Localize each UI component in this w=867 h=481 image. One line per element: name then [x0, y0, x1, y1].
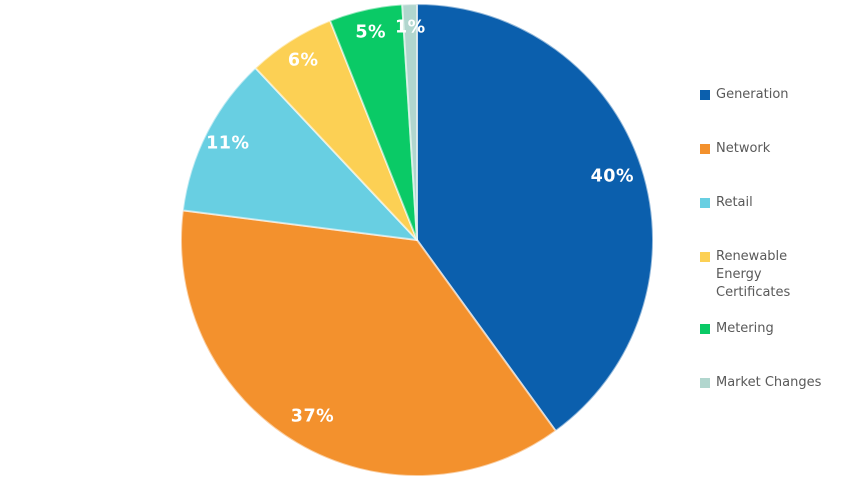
legend-item-network: Network — [700, 140, 860, 158]
legend-item-renewable-energy-certificates: Renewable Energy Certificates — [700, 248, 860, 302]
legend-swatch-retail — [700, 198, 710, 208]
legend-label-retail: Retail — [716, 195, 753, 210]
legend-label-market-changes: Market Changes — [716, 375, 822, 390]
legend-item-market-changes: Market Changes — [700, 374, 860, 392]
legend-swatch-network — [700, 144, 710, 154]
legend-label-renewable-energy-certificates: Renewable Energy Certificates — [716, 249, 791, 300]
legend-label-generation: Generation — [716, 87, 789, 102]
data-label-renewable-energy-certificates: 6% — [288, 51, 319, 71]
legend-swatch-metering — [700, 324, 710, 334]
pie-slice-network — [180, 209, 557, 477]
chart-legend: Generation Network Retail Renewable Energy … — [700, 86, 860, 428]
data-label-retail: 11% — [206, 134, 249, 154]
legend-label-metering: Metering — [716, 321, 774, 336]
pie-slice-generation — [416, 3, 654, 432]
data-label-market-changes: 1% — [395, 18, 426, 38]
legend-item-generation: Generation — [700, 86, 860, 104]
legend-swatch-market-changes — [700, 378, 710, 388]
data-label-network: 37% — [291, 407, 334, 427]
pie-slice-retail — [181, 66, 418, 241]
pie-slice-market-changes — [401, 3, 418, 241]
legend-item-metering: Metering — [700, 320, 860, 338]
legend-swatch-renewable-energy-certificates — [700, 252, 710, 262]
data-label-generation: 40% — [591, 167, 634, 187]
legend-swatch-generation — [700, 90, 710, 100]
data-label-metering: 5% — [355, 23, 386, 43]
legend-label-network: Network — [716, 141, 771, 156]
legend-item-retail: Retail — [700, 194, 860, 212]
